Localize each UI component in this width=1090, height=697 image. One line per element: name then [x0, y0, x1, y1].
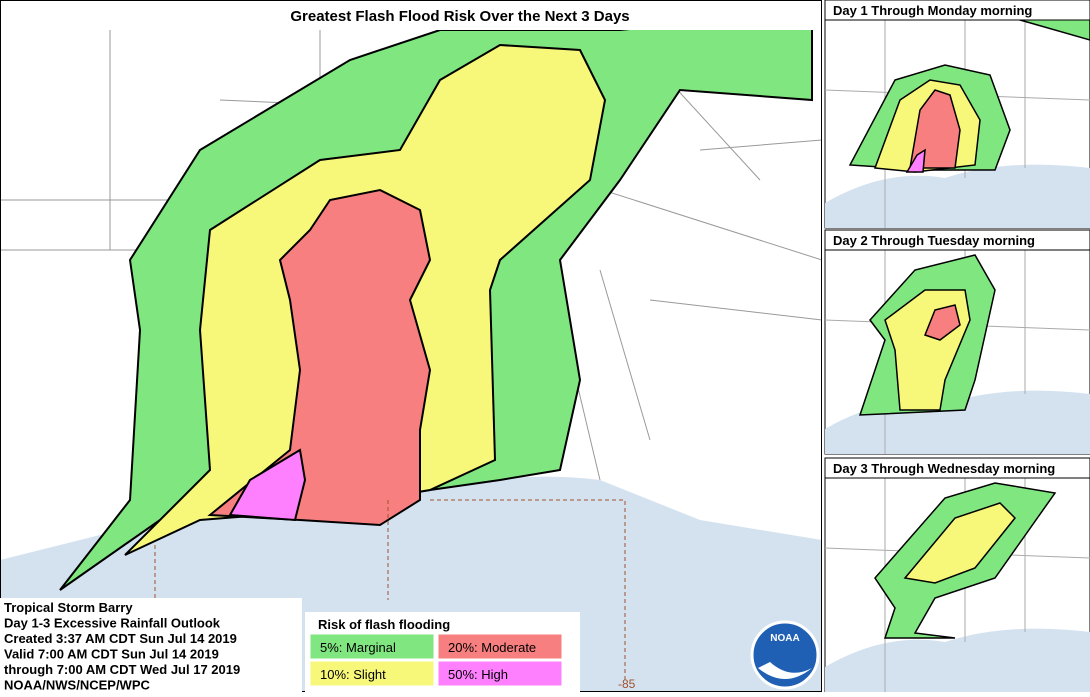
legend-swatch [437, 633, 563, 660]
info-line: Tropical Storm Barry [4, 600, 133, 615]
legend-title: Risk of flash flooding [318, 617, 450, 632]
side-panels: Day 1 Through Monday morning Day 2 Throug… [824, 0, 1090, 693]
main-map: -85 [0, 30, 822, 692]
info-line: Day 1-3 Excessive Rainfall Outlook [4, 616, 221, 631]
info-line: through 7:00 AM CDT Wed Jul 17 2019 [4, 662, 240, 677]
panel: Day 2 Through Tuesday morning [824, 229, 1090, 455]
info-box [0, 598, 302, 692]
panel: Day 3 Through Wednesday morning [824, 457, 1090, 693]
panel-title: Day 3 Through Wednesday morning [833, 461, 1055, 476]
legend-label: 10%: Slight [320, 667, 386, 682]
grid-lines [154, 499, 626, 680]
info-line: Valid 7:00 AM CDT Sun Jul 14 2019 [4, 647, 219, 662]
legend-swatch [437, 660, 563, 687]
panel-gulf [825, 164, 1090, 228]
logo-text: NOAA [770, 633, 799, 644]
panel-gulf [825, 628, 1090, 692]
info-line: Created 3:37 AM CDT Sun Jul 14 2019 [4, 631, 237, 646]
panel-title: Day 1 Through Monday morning [833, 3, 1032, 18]
panel-title-bg [824, 0, 1090, 21]
map-title: Greatest Flash Flood Risk Over the Next … [290, 8, 629, 25]
legend-label: 5%: Marginal [320, 640, 396, 655]
panel-risk-area [905, 148, 926, 173]
panel-risk-area [909, 89, 961, 169]
panel-risk-area [924, 304, 961, 341]
risk-high [228, 448, 307, 522]
panel: Day 1 Through Monday morning [824, 0, 1090, 229]
panel-title-bg [824, 229, 1090, 251]
legend-swatch [309, 633, 435, 660]
panel-risk-area [903, 502, 1017, 584]
longitude-label: -85 [618, 677, 636, 691]
logo-wave [758, 662, 812, 679]
info-line: NOAA/NWS/NCEP/WPC [4, 678, 151, 693]
risk-moderate [207, 188, 432, 527]
legend-label: 20%: Moderate [448, 640, 536, 655]
panel-title: Day 2 Through Tuesday morning [833, 233, 1035, 248]
panel-title-bg [824, 457, 1090, 479]
legend: 5%: Marginal 20%: Moderate 10%: Slight 50%:… [309, 633, 563, 687]
legend-swatch [309, 660, 435, 687]
legend-label: 50%: High [448, 667, 508, 682]
